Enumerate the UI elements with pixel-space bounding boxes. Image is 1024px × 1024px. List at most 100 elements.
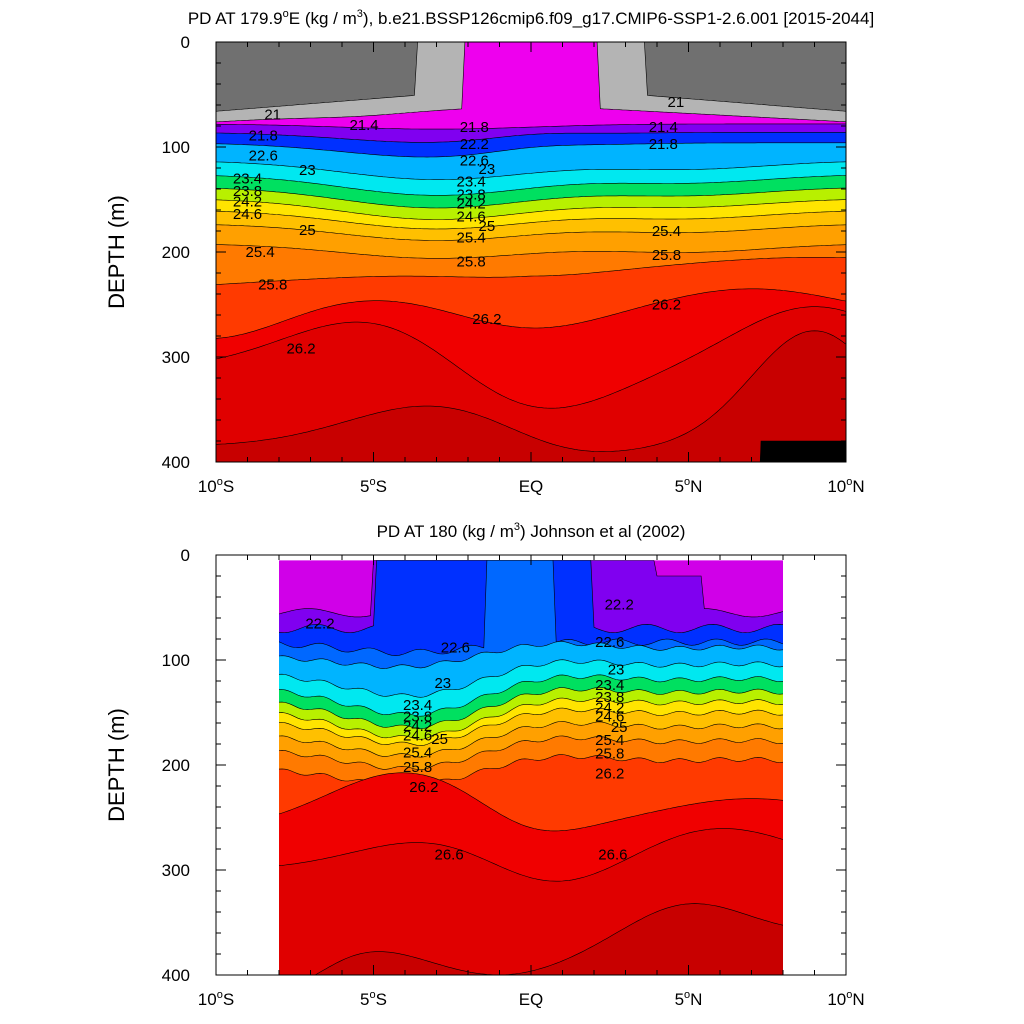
contour-label: 23.4 <box>595 677 624 694</box>
degree-symbol: o <box>217 989 223 1001</box>
y-axis-label: DEPTH (m) <box>104 708 129 822</box>
contour-line <box>279 674 783 717</box>
contour-line <box>279 687 783 730</box>
contour-label: 26.6 <box>598 846 627 863</box>
x-tick-number: 10 <box>198 477 217 496</box>
contour-label: 26.2 <box>472 311 501 328</box>
contour-fill-group <box>216 42 846 462</box>
contour-label: 25.4 <box>403 744 432 761</box>
y-tick-label: 100 <box>162 138 190 157</box>
x-tick-label: 10oS <box>198 476 234 496</box>
contour-line <box>216 123 846 130</box>
contour-label: 23.8 <box>595 689 624 706</box>
contour-label: 23 <box>434 675 451 692</box>
contour-label: 25 <box>431 731 448 748</box>
contour-line <box>279 707 783 746</box>
x-tick-label: 5oN <box>675 476 703 496</box>
contour-line <box>216 210 846 230</box>
contour-label: 24.6 <box>233 206 262 223</box>
x-tick-number: 5 <box>360 477 369 496</box>
contour-label: 25.8 <box>652 247 681 264</box>
x-tick-number: EQ <box>519 477 544 496</box>
chart-title: PD AT 180 (kg / m3) Johnson et al (2002) <box>377 521 686 541</box>
degree-symbol: o <box>684 989 690 1001</box>
y-tick-label: 400 <box>162 453 190 472</box>
degree-symbol: o <box>846 476 852 488</box>
contour-label: 23.8 <box>457 186 486 203</box>
contour-label: 22.6 <box>460 153 489 170</box>
x-tick-label: 10oN <box>827 989 864 1009</box>
contour-label: 21.8 <box>649 136 678 153</box>
x-tick-number: 5 <box>675 477 684 496</box>
contour-label: 25 <box>479 218 496 235</box>
fill-band <box>760 441 846 462</box>
x-tick-label: 10oN <box>827 476 864 496</box>
x-tick-hemisphere: N <box>852 990 864 1009</box>
contour-label: 23.8 <box>233 183 262 200</box>
degree-symbol: o <box>217 476 223 488</box>
y-tick-label: 0 <box>181 546 190 565</box>
y-tick-label: 200 <box>162 756 190 775</box>
contour-line <box>216 142 846 158</box>
contour-label: 25.8 <box>258 277 287 294</box>
degree-symbol: o <box>684 476 690 488</box>
title-text: E (kg / m <box>289 9 357 28</box>
x-tick-label: 5oS <box>360 476 387 496</box>
y-axis-label: DEPTH (m) <box>104 195 129 309</box>
contour-label: 22.6 <box>441 639 470 656</box>
contour-line <box>216 175 846 196</box>
contour-label: 22.6 <box>595 634 624 651</box>
contour-label: 24.2 <box>233 194 262 211</box>
x-tick-label: 5oS <box>360 989 387 1009</box>
x-tick-number: 10 <box>198 990 217 1009</box>
contour-label: 21 <box>668 94 685 111</box>
contour-label: 22.6 <box>249 147 278 164</box>
contour-label: 26.2 <box>652 297 681 314</box>
contour-label: 25.4 <box>652 223 681 240</box>
contour-label: 25.4 <box>457 229 486 246</box>
fill-band <box>314 903 783 975</box>
contour-label: 24.2 <box>403 718 432 735</box>
contour-line <box>279 721 783 758</box>
contour-label: 26.2 <box>409 779 438 796</box>
contour-line <box>279 772 783 832</box>
x-tick-hemisphere: S <box>376 990 387 1009</box>
title-text: PD AT 180 (kg / m <box>377 522 514 541</box>
contour-line <box>279 659 783 698</box>
x-tick-number: 5 <box>360 990 369 1009</box>
x-tick-hemisphere: S <box>376 477 387 496</box>
y-tick-label: 300 <box>162 861 190 880</box>
contour-label: 22.2 <box>605 596 634 613</box>
contour-label: 21 <box>264 106 281 123</box>
contour-label: 21.8 <box>249 127 278 144</box>
y-tick-label: 400 <box>162 966 190 985</box>
x-tick-hemisphere: S <box>223 990 234 1009</box>
contour-line <box>216 132 846 143</box>
contour-label: 23 <box>608 661 625 678</box>
x-tick-hemisphere: N <box>690 477 702 496</box>
contour-label: 23 <box>299 162 316 179</box>
title-superscript: 3 <box>514 521 520 533</box>
x-tick-number: 10 <box>827 477 846 496</box>
contour-label: 24.6 <box>457 208 486 225</box>
contour-line <box>216 306 846 409</box>
contour-line <box>216 42 846 123</box>
contour-label: 25 <box>611 719 628 736</box>
contour-label: 23.4 <box>403 697 432 714</box>
contour-label: 23.4 <box>233 171 262 188</box>
y-tick-label: 100 <box>162 651 190 670</box>
x-tick-hemisphere: N <box>852 477 864 496</box>
contour-line <box>216 330 846 452</box>
x-tick-label: 10oS <box>198 989 234 1009</box>
contour-line <box>279 697 783 740</box>
contour-label: 22.2 <box>305 615 334 632</box>
degree-symbol: o <box>370 989 376 1001</box>
title-superscript: o <box>283 8 289 20</box>
fill-band <box>216 330 846 462</box>
contour-label: 24.2 <box>595 699 624 716</box>
contour-label: 25.4 <box>245 244 274 261</box>
degree-symbol: o <box>846 989 852 1001</box>
contour-label: 25.8 <box>403 759 432 776</box>
contour-label: 25 <box>299 222 316 239</box>
